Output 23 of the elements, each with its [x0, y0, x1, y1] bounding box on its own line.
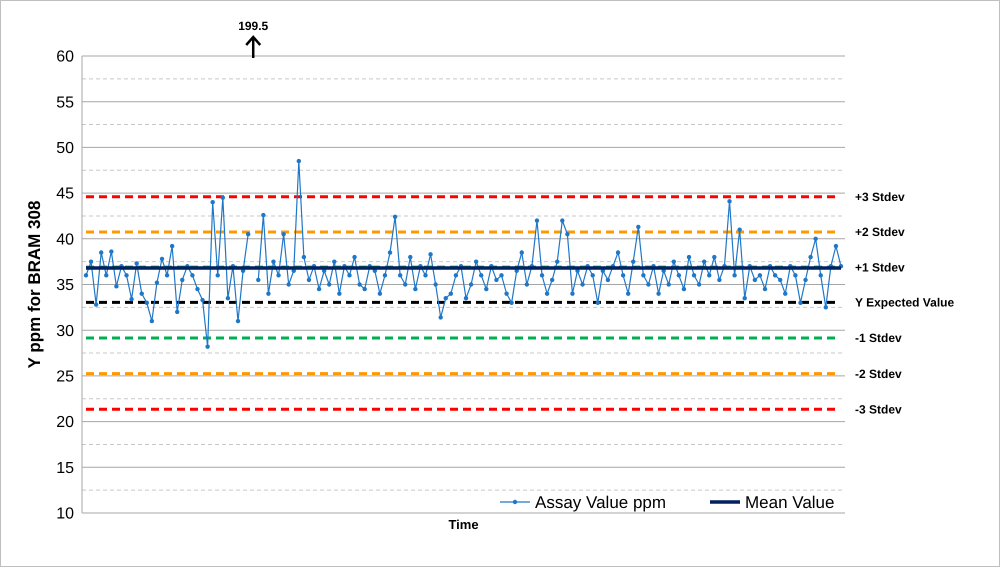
y-tick-label: 40 [56, 231, 74, 248]
y-tick-label: 30 [56, 322, 74, 340]
text: 199.5 [238, 19, 269, 33]
y-tick-label: 45 [56, 186, 74, 203]
y-tick-label: 20 [56, 414, 74, 432]
ref-line-label: +2 Stdev [855, 225, 906, 240]
ref-line-label: -1 Stdev [855, 331, 902, 346]
legend-label: Assay Value ppm [535, 492, 666, 512]
y-axis-title: Y ppm for BRAM 308 [25, 200, 44, 368]
ref-line-label: +1 Stdev [855, 260, 906, 274]
ref-line-label: -2 Stdev [855, 366, 902, 381]
ref-line-label: Y Expected Value [855, 296, 954, 310]
x-axis-title: Time [448, 517, 479, 532]
y-tick-label: 50 [56, 140, 74, 157]
y-tick-label: 10 [56, 506, 74, 523]
y-tick-label: 15 [56, 460, 74, 477]
y-tick-label: 60 [56, 48, 74, 66]
ref-line-label: +3 Stdev [855, 190, 906, 204]
y-tick-label: 55 [56, 94, 74, 112]
legend-label: Mean Value [745, 492, 834, 512]
y-tick-label: 35 [56, 277, 74, 294]
ref-line-label: -3 Stdev [855, 402, 902, 416]
y-tick-label: 25 [56, 368, 74, 386]
